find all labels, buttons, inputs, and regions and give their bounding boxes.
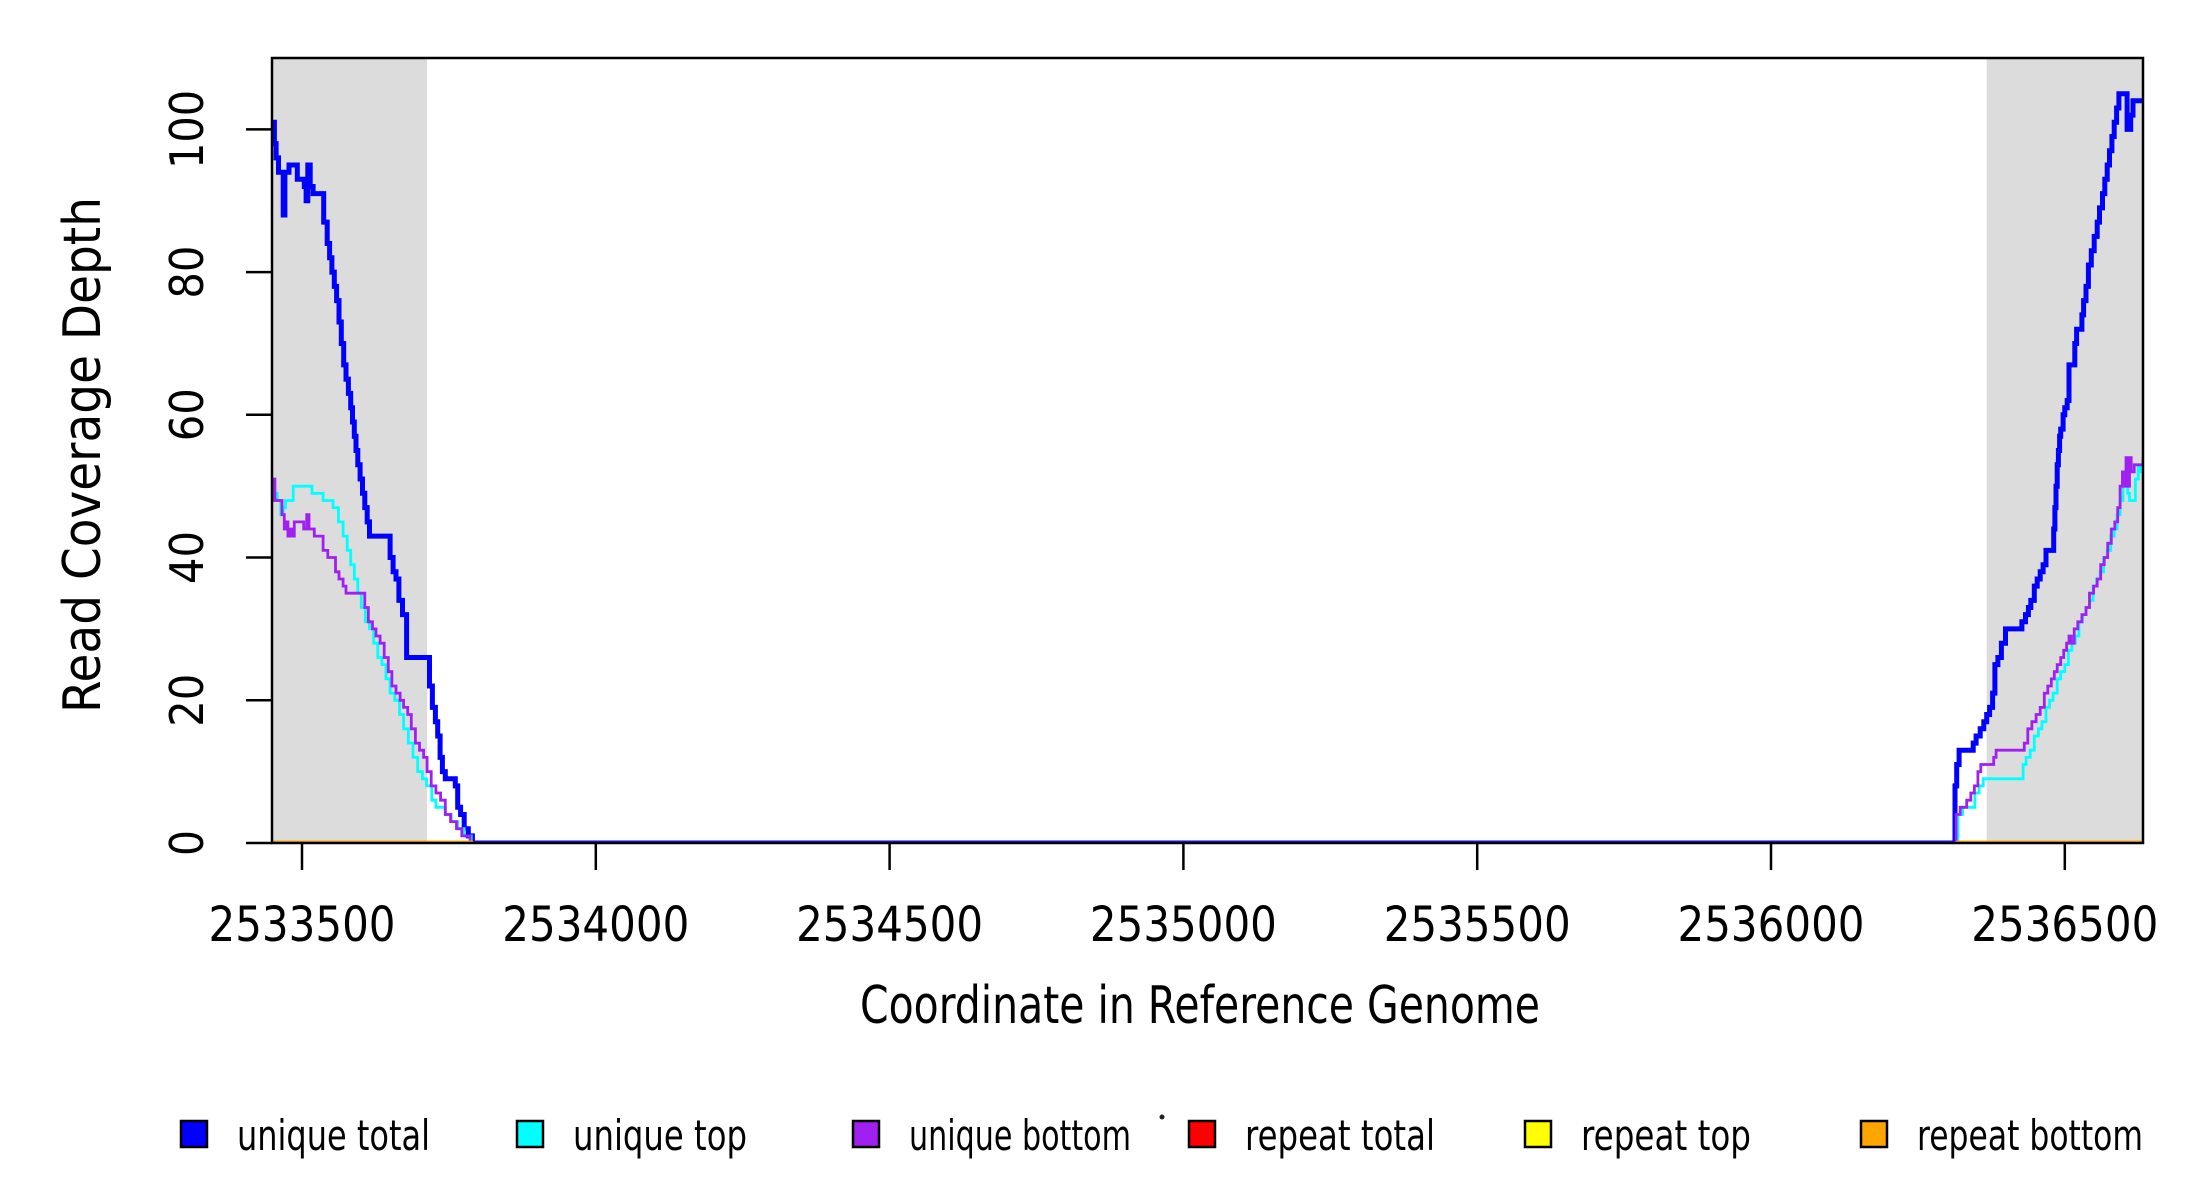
legend-entry-unique-top: unique top [515,1111,747,1160]
legend-swatch-unique-total [179,1119,209,1149]
legend-label: unique top [573,1111,747,1160]
legend-swatch-repeat-top [1523,1119,1553,1149]
x-axis: 2533500 2534000 2534500 2535000 2535500 25360… [209,843,2158,953]
band-left-repeat-flank [272,58,428,843]
legend-swatch-repeat-total [1187,1119,1217,1149]
series-path-unique-bottom [272,456,2143,843]
highlight-bands [272,58,2143,843]
y-tick-label: 0 [160,830,214,856]
x-tick-label: 2536000 [1678,897,1865,953]
x-tick-label: 2535500 [1384,897,1571,953]
legend-label: unique total [237,1111,430,1160]
series-path-unique-top [272,463,2143,843]
x-tick-label: 2534000 [502,897,689,953]
y-tick-label: 40 [160,531,214,584]
legend-label: repeat bottom [1917,1111,2143,1160]
legend-entry-repeat-total: repeat total [1187,1111,1435,1160]
y-tick-label: 60 [160,388,214,441]
plot-border [270,56,2145,845]
y-tick-label: 80 [160,246,214,299]
legend-swatch-unique-top [515,1119,545,1149]
legend-label: repeat total [1245,1111,1435,1160]
band-right-repeat-flank [1986,58,2143,843]
series-path-unique-total [272,91,2143,843]
x-tick-label: 2536500 [1971,897,2158,953]
x-tick-label: 2535000 [1090,897,1277,953]
y-axis: 0 20 40 60 80 100 [160,90,272,856]
legend-swatch-unique-bottom [851,1119,881,1149]
legend-swatch-repeat-bottom [1859,1119,1889,1149]
x-tick-label: 2534500 [796,897,983,953]
x-tick-label: 2533500 [209,897,396,953]
stray-dot [1159,1114,1165,1120]
series-group [272,91,2143,843]
legend-entry-unique-bottom: unique bottom [851,1111,1131,1160]
legend: unique total unique top unique bottom repea… [179,1111,2143,1160]
x-axis-title: Coordinate in Reference Genome [860,976,1540,1036]
legend-label: repeat top [1581,1111,1751,1160]
y-tick-label: 20 [160,674,214,727]
y-axis-title: Read Coverage Depth [53,197,113,713]
y-tick-label: 100 [160,90,214,169]
legend-entry-repeat-bottom: repeat bottom [1859,1111,2143,1160]
legend-entry-unique-total: unique total [179,1111,430,1160]
legend-label: unique bottom [909,1111,1131,1160]
legend-entry-repeat-top: repeat top [1523,1111,1751,1160]
